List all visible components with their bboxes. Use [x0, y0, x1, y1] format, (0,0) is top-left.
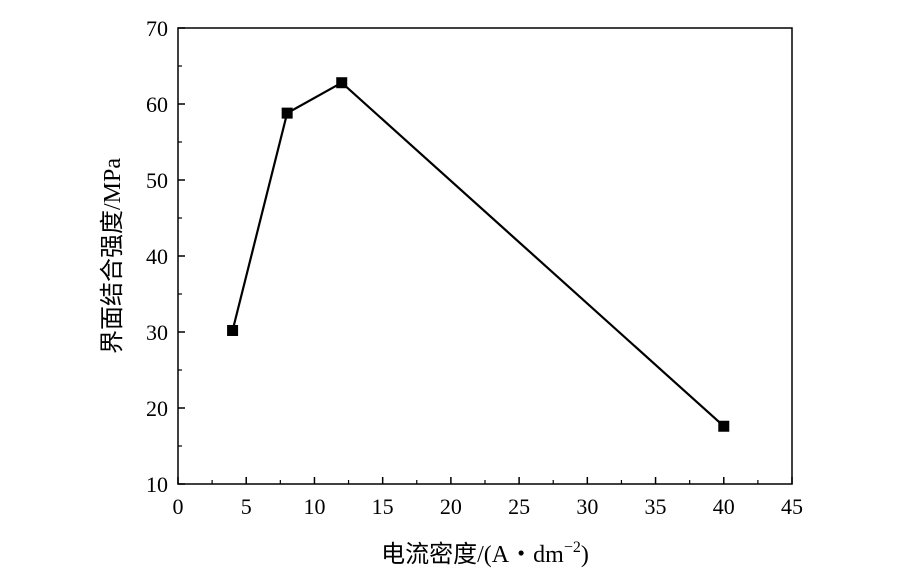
data-point-marker	[281, 107, 293, 119]
x-tick-label: 25	[508, 494, 530, 519]
y-tick-label: 60	[146, 92, 168, 117]
x-tick-label: 5	[241, 494, 252, 519]
x-tick-label: 45	[781, 494, 803, 519]
y-tick-label: 40	[146, 244, 168, 269]
x-tick-label: 0	[173, 494, 184, 519]
x-axis-title: 电流密度/(A・dm−2)	[381, 539, 589, 568]
y-axis-ticks: 10 20 30 40 50 60 70	[146, 16, 185, 497]
x-tick-label: 35	[645, 494, 667, 519]
y-tick-label: 20	[146, 396, 168, 421]
x-tick-label: 15	[372, 494, 394, 519]
y-tick-label: 30	[146, 320, 168, 345]
x-tick-label: 30	[576, 494, 598, 519]
plot-frame	[177, 27, 793, 485]
y-tick-label: 70	[146, 16, 168, 41]
data-point-marker	[227, 324, 239, 336]
x-tick-label: 10	[303, 494, 325, 519]
x-tick-label: 20	[440, 494, 462, 519]
x-tick-label: 40	[713, 494, 735, 519]
series-layer	[227, 77, 730, 432]
x-axis-ticks: 0 5 10 15 20 25 30 35 40 45	[173, 477, 803, 519]
series-line	[231, 81, 725, 428]
y-tick-label: 50	[146, 168, 168, 193]
y-tick-label: 10	[146, 472, 168, 497]
y-axis-title: 界面结合强度/MPa	[99, 158, 126, 354]
data-point-marker	[718, 420, 730, 432]
data-point-marker	[336, 77, 348, 89]
